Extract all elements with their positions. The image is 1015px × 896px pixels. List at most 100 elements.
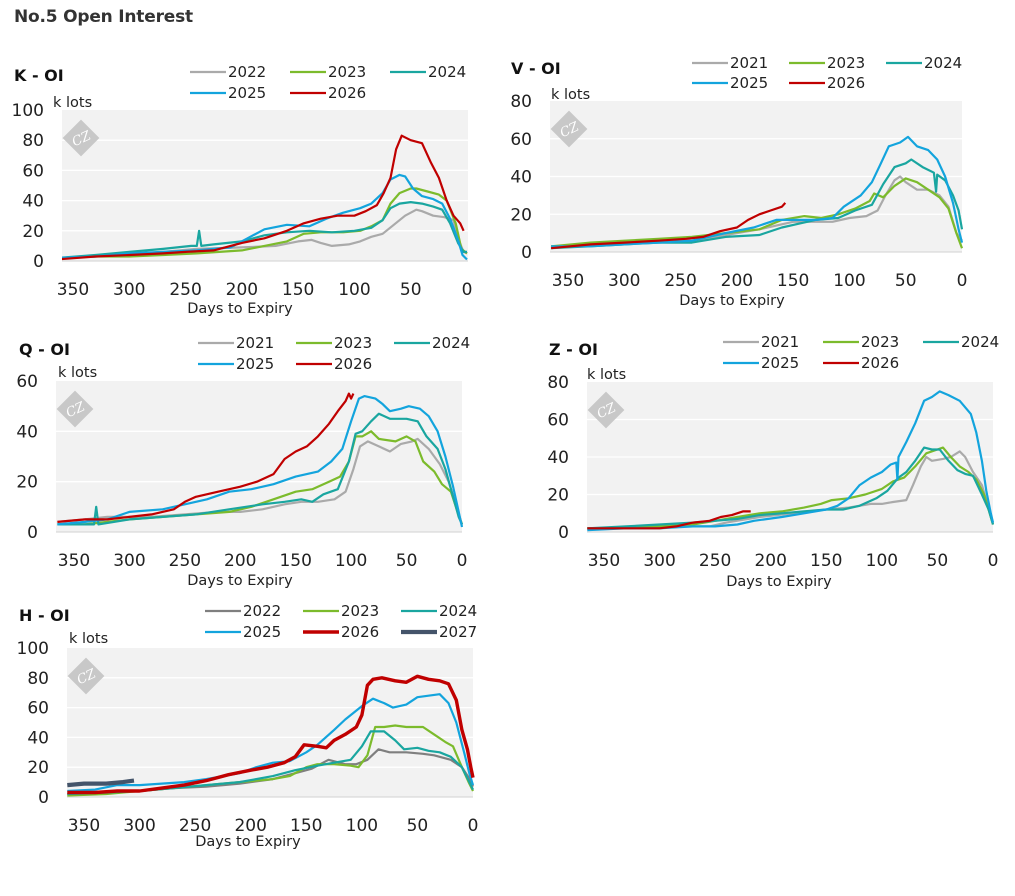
y-tick-label: 100 [12, 101, 44, 121]
y-tick-label: 40 [22, 192, 44, 212]
chart-svg: CZ 0 20 40 60 80 350 300 250 200 150 100 50 0 Days to … [510, 54, 967, 309]
legend-label: 2023 [861, 333, 899, 351]
series-line-2025 [67, 693, 475, 793]
y-axis-unit-label: k lots [53, 95, 92, 111]
y-tick-label: 20 [510, 205, 532, 225]
legend-item-2022: 2022 [205, 602, 281, 620]
y-tick-label: 60 [510, 130, 532, 150]
x-tick-label: 200 [754, 551, 786, 571]
y-tick-label: 60 [27, 699, 49, 719]
legend-label: 2024 [439, 602, 477, 620]
y-tick-label: 0 [27, 523, 38, 543]
x-tick-label: 200 [226, 280, 258, 300]
x-tick-label: 200 [224, 551, 256, 571]
y-tick-label: 20 [16, 473, 38, 493]
x-tick-label: 100 [335, 551, 367, 571]
x-tick-label: 0 [468, 816, 479, 836]
legend-item-2026: 2026 [290, 84, 366, 102]
legend-item-2023: 2023 [296, 334, 372, 352]
x-tick-label: 150 [282, 280, 314, 300]
x-axis-label: Days to Expiry [195, 834, 301, 850]
series-line-2023 [550, 177, 964, 249]
legend-item-2025: 2025 [205, 623, 281, 641]
chart-svg: CZ 0 20 40 60 80 350 300 250 200 150 100 50 0 Days to … [547, 333, 999, 590]
series-line-2027 [67, 778, 135, 788]
y-tick-label: 80 [27, 669, 49, 689]
y-tick-label: 40 [547, 448, 569, 468]
x-axis-label: Days to Expiry [187, 573, 293, 589]
y-tick-label: 0 [38, 788, 49, 808]
chart-title: H - OI [19, 606, 70, 625]
legend-item-2026: 2026 [303, 623, 379, 641]
legend-label: 2022 [243, 602, 281, 620]
legend-label: 2024 [428, 63, 466, 81]
x-tick-label: 200 [234, 816, 266, 836]
legend-label: 2023 [827, 54, 865, 72]
x-tick-label: 350 [57, 280, 89, 300]
legend-item-2023: 2023 [823, 333, 899, 351]
page-title: No.5 Open Interest [14, 7, 193, 27]
plot-area [56, 381, 462, 532]
watermark-logo-icon: CZ [587, 391, 625, 429]
series-line-2024 [587, 446, 995, 530]
series-line-2025 [587, 390, 995, 532]
legend-label: 2026 [861, 354, 899, 372]
chart-svg: CZ 0 20 40 60 80 100 350 300 250 200 150 100 50 0 Days … [17, 602, 479, 850]
x-axis-label: Days to Expiry [187, 301, 293, 317]
y-tick-label: 40 [16, 422, 38, 442]
x-tick-label: 300 [113, 551, 145, 571]
x-tick-label: 200 [721, 271, 753, 291]
y-tick-label: 80 [510, 92, 532, 112]
x-tick-label: 250 [169, 551, 201, 571]
watermark-logo-icon: CZ [56, 390, 94, 428]
y-tick-label: 100 [17, 639, 49, 659]
legend-label: 2021 [761, 333, 799, 351]
x-tick-label: 300 [113, 280, 145, 300]
legend-label: 2023 [334, 334, 372, 352]
legend-item-2025: 2025 [198, 355, 274, 373]
y-tick-label: 40 [510, 168, 532, 188]
x-tick-label: 300 [123, 816, 155, 836]
x-tick-label: 50 [407, 816, 429, 836]
legend-item-2027: 2027 [401, 623, 477, 641]
chart-svg: CZ 0 20 40 60 350 300 250 200 150 100 50 0 Days to Ex… [16, 334, 470, 589]
x-tick-label: 50 [396, 551, 418, 571]
x-tick-label: 50 [400, 280, 422, 300]
y-tick-label: 20 [27, 758, 49, 778]
legend-item-2024: 2024 [886, 54, 962, 72]
series-line-2026 [587, 510, 751, 530]
legend-label: 2021 [730, 54, 768, 72]
series-line-2026 [62, 134, 465, 261]
legend-label: 2021 [236, 334, 274, 352]
legend-item-2024: 2024 [390, 63, 466, 81]
legend-item-2022: 2022 [190, 63, 266, 81]
x-tick-label: 50 [895, 271, 917, 291]
x-tick-label: 350 [58, 551, 90, 571]
series-group [62, 134, 468, 261]
chart-title: Q - OI [19, 340, 70, 359]
series-line-2024 [57, 412, 464, 526]
y-tick-label: 0 [521, 243, 532, 263]
y-tick-label: 80 [22, 131, 44, 151]
legend-item-2021: 2021 [198, 334, 274, 352]
legend-label: 2024 [432, 334, 470, 352]
x-axis-label: Days to Expiry [726, 574, 832, 590]
legend-label: 2025 [236, 355, 274, 373]
x-tick-label: 300 [643, 551, 675, 571]
chart-z-oi: CZ 0 20 40 60 80 350 300 250 200 150 100 50 0 Days to … [530, 330, 1015, 595]
legend-item-2025: 2025 [692, 74, 768, 92]
legend-item-2021: 2021 [723, 333, 799, 351]
x-tick-label: 100 [866, 551, 898, 571]
legend-label: 2026 [334, 355, 372, 373]
series-line-2025 [551, 135, 964, 248]
x-tick-label: 0 [988, 551, 999, 571]
y-tick-label: 0 [33, 252, 44, 272]
legend-label: 2023 [328, 63, 366, 81]
y-tick-label: 60 [22, 161, 44, 181]
y-tick-label: 20 [547, 486, 569, 506]
chart-title: Z - OI [549, 340, 598, 359]
watermark-logo-icon: CZ [550, 110, 588, 148]
chart-h-oi: CZ 0 20 40 60 80 100 350 300 250 200 150 100 50 0 Days … [0, 595, 500, 855]
legend-label: 2025 [228, 84, 266, 102]
legend-item-2026: 2026 [789, 74, 865, 92]
